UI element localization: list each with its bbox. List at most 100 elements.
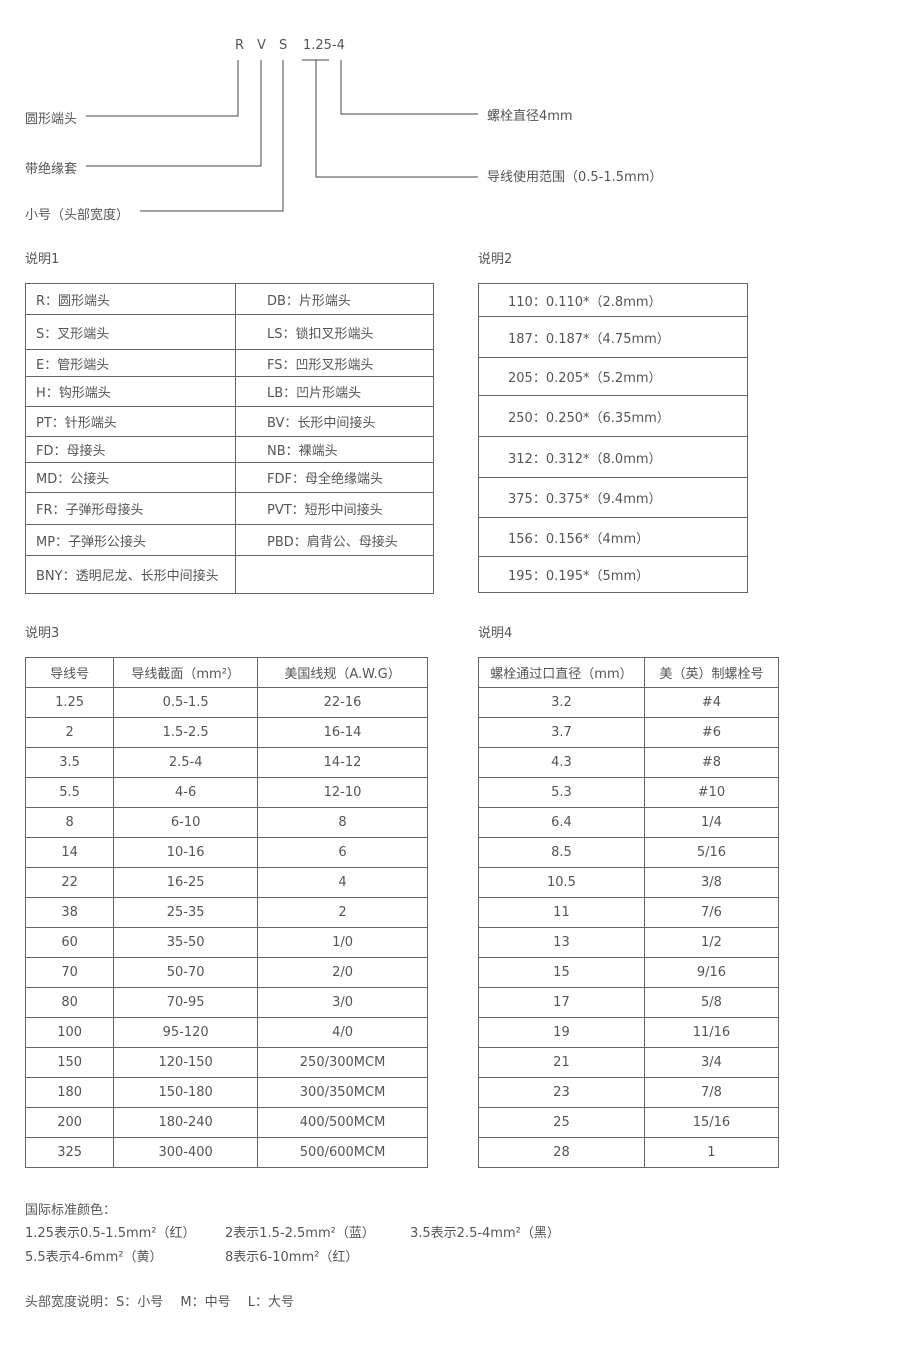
label-bolt-diameter: 螺栓直径4mm <box>487 109 573 124</box>
table-cell: 15 <box>478 957 645 988</box>
table-row: MD：公接头 FDF：母全绝缘端头 <box>25 462 434 493</box>
table-row: 8 6-10 8 <box>24 807 428 838</box>
table-cell: 21 <box>478 1047 645 1078</box>
table-cell: 156：0.156*（4mm） <box>478 517 748 557</box>
note1-title: 说明1 <box>25 252 60 267</box>
header-cell: 导线截面（mm²） <box>113 657 259 688</box>
label-round-terminal: 圆形端头 <box>25 112 78 127</box>
header-cell: 美（英）制螺栓号 <box>643 657 780 688</box>
table-cell: PVT：短形中间接头 <box>235 492 434 525</box>
table-cell: 5.3 <box>478 777 645 808</box>
note2-table: 110：0.110*（2.8mm） 187：0.187*（4.75mm） 205：0… <box>478 283 748 593</box>
table-cell: 22 <box>24 867 115 898</box>
table-cell: 200 <box>24 1107 115 1138</box>
table-row: R：圆形端头 DB：片形端头 <box>25 283 434 315</box>
table-row: 156：0.156*（4mm） <box>478 517 748 557</box>
table-row: 6.4 1/4 <box>478 807 780 838</box>
table-row: 15 9/16 <box>478 957 780 988</box>
table-cell: S：叉形端头 <box>25 314 236 350</box>
table-cell: 28 <box>478 1137 645 1168</box>
table-row: 23 7/8 <box>478 1077 780 1108</box>
table-cell: #6 <box>643 717 780 748</box>
table-cell: 11/16 <box>643 1017 780 1048</box>
table-cell: 1.25 <box>24 687 115 718</box>
table-cell: NB：裸端头 <box>235 436 434 463</box>
table-row: 19 11/16 <box>478 1017 780 1048</box>
table-row: 13 1/2 <box>478 927 780 958</box>
table-row: 375：0.375*（9.4mm） <box>478 477 748 518</box>
table-cell: 11 <box>478 897 645 928</box>
table-cell: 2.5-4 <box>113 747 259 778</box>
table-row: PT：针形端头 BV：长形中间接头 <box>25 406 434 437</box>
table-cell: 8.5 <box>478 837 645 868</box>
table-cell: 38 <box>24 897 115 928</box>
table-row: H：钩形端头 LB：凹片形端头 <box>25 376 434 407</box>
table-cell: PBD：肩背公、母接头 <box>235 524 434 556</box>
table-cell: 3.2 <box>478 687 645 718</box>
table-cell: 3/0 <box>257 987 428 1018</box>
table-cell: 25 <box>478 1107 645 1138</box>
table-cell: 9/16 <box>643 957 780 988</box>
table-cell: 110：0.110*（2.8mm） <box>478 283 748 317</box>
table-cell: 500/600MCM <box>257 1137 428 1168</box>
table-cell: 1.5-2.5 <box>113 717 259 748</box>
table-row: 100 95-120 4/0 <box>24 1017 428 1048</box>
table-cell: 7/8 <box>643 1077 780 1108</box>
table-row: 14 10-16 6 <box>24 837 428 868</box>
code-v: V <box>257 38 266 53</box>
table-cell: 8 <box>24 807 115 838</box>
table-cell: 50-70 <box>113 957 259 988</box>
table-row: 60 35-50 1/0 <box>24 927 428 958</box>
note2-title: 说明2 <box>478 252 513 267</box>
table-cell: 400/500MCM <box>257 1107 428 1138</box>
code-r: R <box>235 38 245 53</box>
table-cell: 95-120 <box>113 1017 259 1048</box>
table-cell: 1 <box>643 1137 780 1168</box>
table-cell: 120-150 <box>113 1047 259 1078</box>
table-row: 28 1 <box>478 1137 780 1168</box>
table-cell: 7/6 <box>643 897 780 928</box>
table-row: 2 1.5-2.5 16-14 <box>24 717 428 748</box>
table-cell: 1/4 <box>643 807 780 838</box>
table-cell: 5/8 <box>643 987 780 1018</box>
table-row: 3.5 2.5-4 14-12 <box>24 747 428 778</box>
table-cell: 150 <box>24 1047 115 1078</box>
table-row: 80 70-95 3/0 <box>24 987 428 1018</box>
color-item: 3.5表示2.5-4mm²（黑） <box>410 1226 560 1241</box>
table-cell: 16-25 <box>113 867 259 898</box>
table-cell: MD：公接头 <box>25 462 236 493</box>
table-row: FR：子弹形母接头 PVT：短形中间接头 <box>25 492 434 525</box>
table-cell: 12-10 <box>257 777 428 808</box>
table-row: 10.5 3/8 <box>478 867 780 898</box>
table-cell: BNY：透明尼龙、长形中间接头 <box>25 555 236 594</box>
table-cell <box>235 555 434 594</box>
table-cell: FD：母接头 <box>25 436 236 463</box>
table-cell: 14-12 <box>257 747 428 778</box>
table-cell: 80 <box>24 987 115 1018</box>
table-row: 3.2 #4 <box>478 687 780 718</box>
label-wire-range: 导线使用范围（0.5-1.5mm） <box>487 170 663 185</box>
table-cell: 70-95 <box>113 987 259 1018</box>
table-row: 21 3/4 <box>478 1047 780 1078</box>
table-cell: 6-10 <box>113 807 259 838</box>
table-cell: 4-6 <box>113 777 259 808</box>
table-cell: 22-16 <box>257 687 428 718</box>
table-cell: 23 <box>478 1077 645 1108</box>
table-row: 5.3 #10 <box>478 777 780 808</box>
table-cell: 250/300MCM <box>257 1047 428 1078</box>
table-cell: LS：锁扣叉形端头 <box>235 314 434 350</box>
color-item: 2表示1.5-2.5mm²（蓝） <box>225 1226 375 1241</box>
table-cell: 6 <box>257 837 428 868</box>
table-cell: 3.5 <box>24 747 115 778</box>
table-cell: 19 <box>478 1017 645 1048</box>
table-row: 110：0.110*（2.8mm） <box>478 283 748 317</box>
table-cell: 14 <box>24 837 115 868</box>
table-cell: 16-14 <box>257 717 428 748</box>
table-row: 325 300-400 500/600MCM <box>24 1137 428 1168</box>
header-cell: 美国线规（A.W.G） <box>257 657 428 688</box>
code-size: 1.25-4 <box>303 38 345 53</box>
table-cell: 60 <box>24 927 115 958</box>
table-cell: 25-35 <box>113 897 259 928</box>
table-row: 4.3 #8 <box>478 747 780 778</box>
